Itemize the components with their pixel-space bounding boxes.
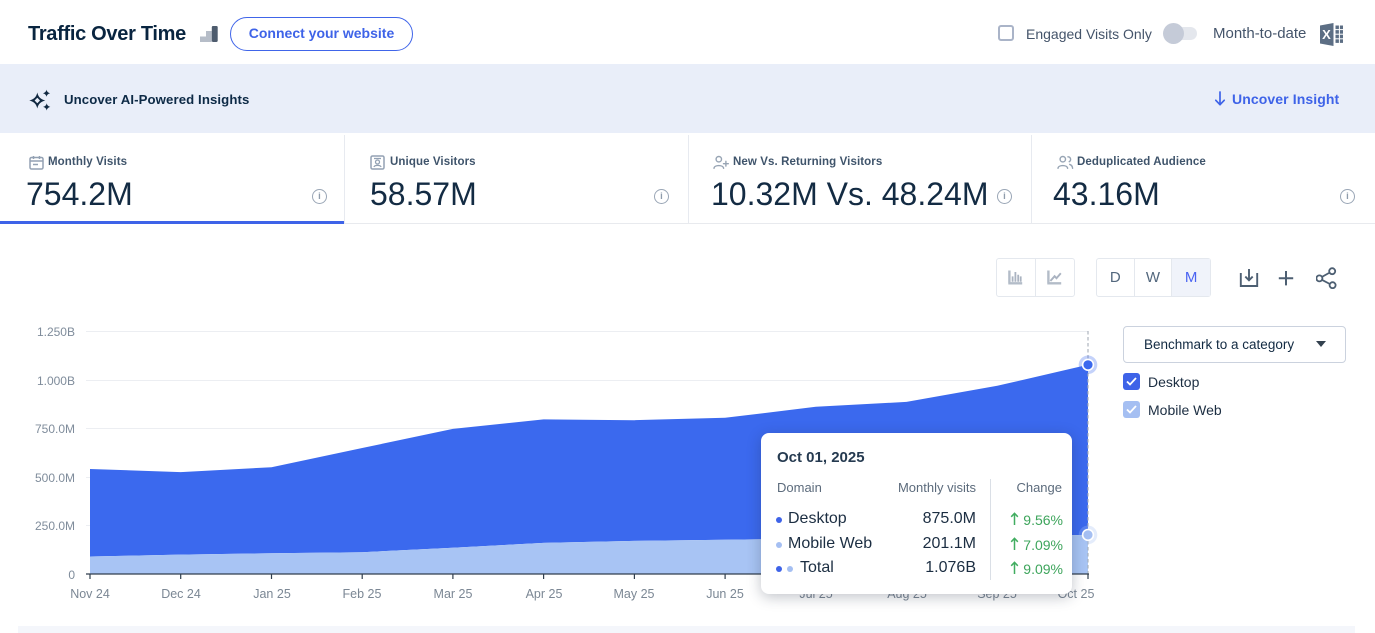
svg-text:X: X (1322, 27, 1331, 42)
